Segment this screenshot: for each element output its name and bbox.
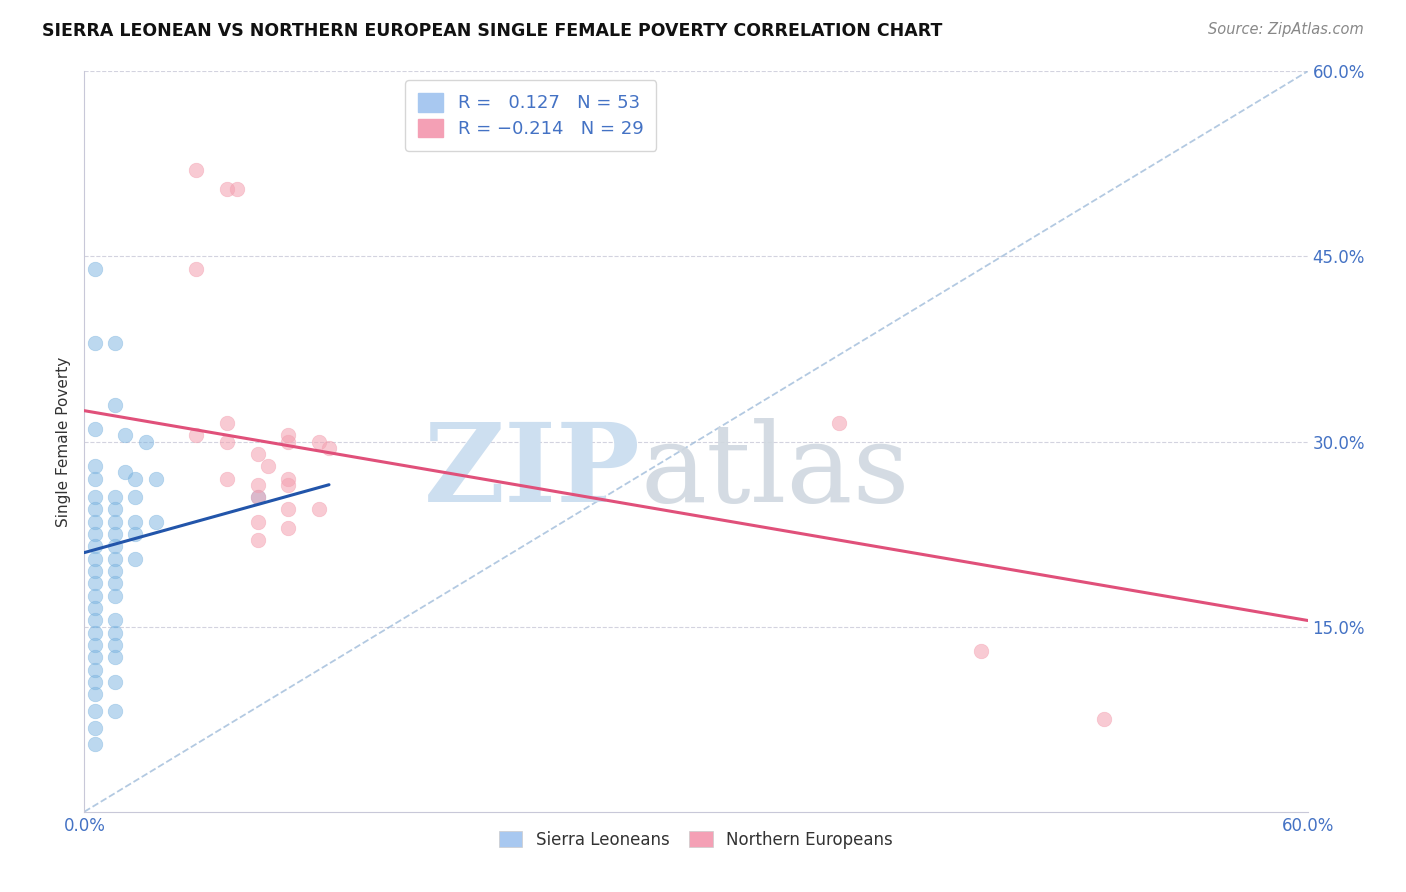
Point — [217, 416, 239, 430]
Point — [83, 422, 105, 436]
Point — [257, 459, 280, 474]
Point — [83, 675, 105, 690]
Point — [104, 638, 127, 652]
Point — [308, 434, 330, 449]
Point — [83, 459, 105, 474]
Point — [1092, 712, 1115, 726]
Point — [246, 447, 269, 461]
Point — [114, 428, 136, 442]
Point — [246, 490, 269, 504]
Point — [104, 576, 127, 591]
Point — [246, 477, 269, 491]
Point — [828, 416, 851, 430]
Point — [186, 163, 208, 178]
Point — [114, 466, 136, 480]
Y-axis label: Single Female Poverty: Single Female Poverty — [56, 357, 72, 526]
Point — [246, 515, 269, 529]
Point — [217, 434, 239, 449]
Point — [124, 551, 146, 566]
Point — [217, 181, 239, 195]
Point — [277, 502, 299, 516]
Point — [104, 502, 127, 516]
Point — [277, 521, 299, 535]
Point — [124, 490, 146, 504]
Point — [186, 261, 208, 276]
Point — [104, 515, 127, 529]
Point — [83, 650, 105, 665]
Point — [104, 704, 127, 718]
Text: atlas: atlas — [641, 417, 911, 524]
Point — [277, 477, 299, 491]
Point — [83, 527, 105, 541]
Point — [83, 471, 105, 485]
Point — [104, 551, 127, 566]
Point — [83, 638, 105, 652]
Point — [277, 434, 299, 449]
Point — [217, 471, 239, 485]
Point — [145, 471, 167, 485]
Legend: Sierra Leoneans, Northern Europeans: Sierra Leoneans, Northern Europeans — [492, 824, 900, 855]
Point — [83, 589, 105, 603]
Point — [970, 644, 993, 658]
Point — [226, 181, 249, 195]
Point — [104, 540, 127, 554]
Point — [83, 614, 105, 628]
Point — [145, 515, 167, 529]
Point — [318, 441, 340, 455]
Point — [150, 39, 173, 54]
Point — [104, 614, 127, 628]
Point — [104, 335, 127, 350]
Point — [83, 704, 105, 718]
Point — [104, 650, 127, 665]
Point — [83, 551, 105, 566]
Point — [83, 576, 105, 591]
Point — [83, 515, 105, 529]
Point — [83, 564, 105, 578]
Point — [104, 398, 127, 412]
Point — [124, 527, 146, 541]
Point — [277, 471, 299, 485]
Point — [104, 564, 127, 578]
Point — [83, 502, 105, 516]
Text: Source: ZipAtlas.com: Source: ZipAtlas.com — [1208, 22, 1364, 37]
Text: SIERRA LEONEAN VS NORTHERN EUROPEAN SINGLE FEMALE POVERTY CORRELATION CHART: SIERRA LEONEAN VS NORTHERN EUROPEAN SING… — [42, 22, 942, 40]
Point — [277, 428, 299, 442]
Point — [83, 335, 105, 350]
Point — [104, 527, 127, 541]
Point — [124, 515, 146, 529]
Point — [104, 675, 127, 690]
Point — [83, 721, 105, 735]
Point — [186, 428, 208, 442]
Point — [83, 601, 105, 615]
Point — [246, 533, 269, 548]
Point — [83, 688, 105, 702]
Point — [83, 625, 105, 640]
Point — [104, 490, 127, 504]
Point — [308, 502, 330, 516]
Point — [124, 471, 146, 485]
Point — [104, 589, 127, 603]
Point — [246, 490, 269, 504]
Point — [83, 261, 105, 276]
Point — [83, 490, 105, 504]
Point — [83, 663, 105, 677]
Text: ZIP: ZIP — [425, 417, 641, 524]
Point — [83, 737, 105, 751]
Point — [83, 540, 105, 554]
Point — [135, 434, 157, 449]
Point — [104, 625, 127, 640]
